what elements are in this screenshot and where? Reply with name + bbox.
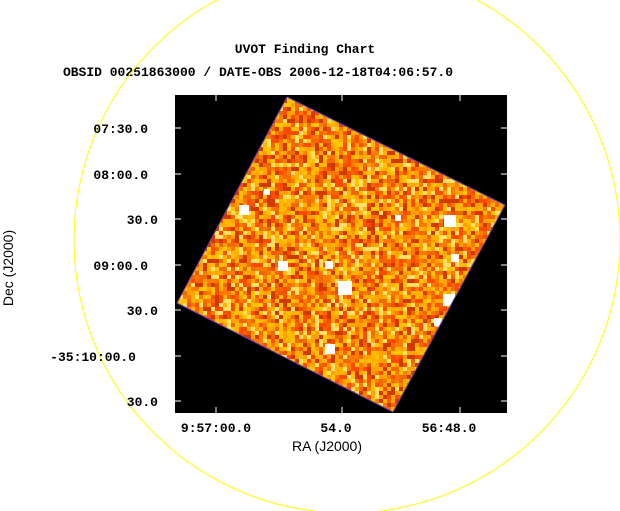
star-source (264, 189, 270, 195)
chart-subtitle: OBSID 00251863000 / DATE-OBS 2006-12-18T… (63, 65, 453, 80)
y-axis-label: Dec (J2000) (0, 230, 16, 306)
x-tick-label: 56:48.0 (422, 421, 477, 436)
y-tick-label: 08:00.0 (93, 168, 148, 183)
x-axis-label: RA (J2000) (292, 438, 362, 454)
star-source (444, 215, 456, 227)
star-source (325, 261, 333, 269)
star-source (338, 281, 352, 295)
field-of-view-circle (73, 0, 620, 511)
star-source (278, 261, 288, 271)
y-tick-label: 30.0 (127, 213, 158, 228)
source-markers (239, 189, 459, 354)
star-source (451, 254, 459, 262)
star-source (325, 344, 335, 354)
x-tick-label: 54.0 (320, 421, 351, 436)
y-tick-label: 30.0 (127, 395, 158, 410)
star-source (434, 318, 442, 326)
axis-ticks (175, 95, 507, 413)
y-tick-label: -35:10:00.0 (50, 350, 136, 365)
x-tick-label: 9:57:00.0 (181, 421, 251, 436)
y-tick-label: 07:30.0 (93, 122, 148, 137)
y-tick-label: 30.0 (127, 304, 158, 319)
chart-title: UVOT Finding Chart (235, 42, 375, 57)
frame-edge (176, 96, 506, 413)
star-source (395, 215, 401, 221)
star-source (239, 205, 249, 215)
y-tick-label: 09:00.0 (93, 259, 148, 274)
